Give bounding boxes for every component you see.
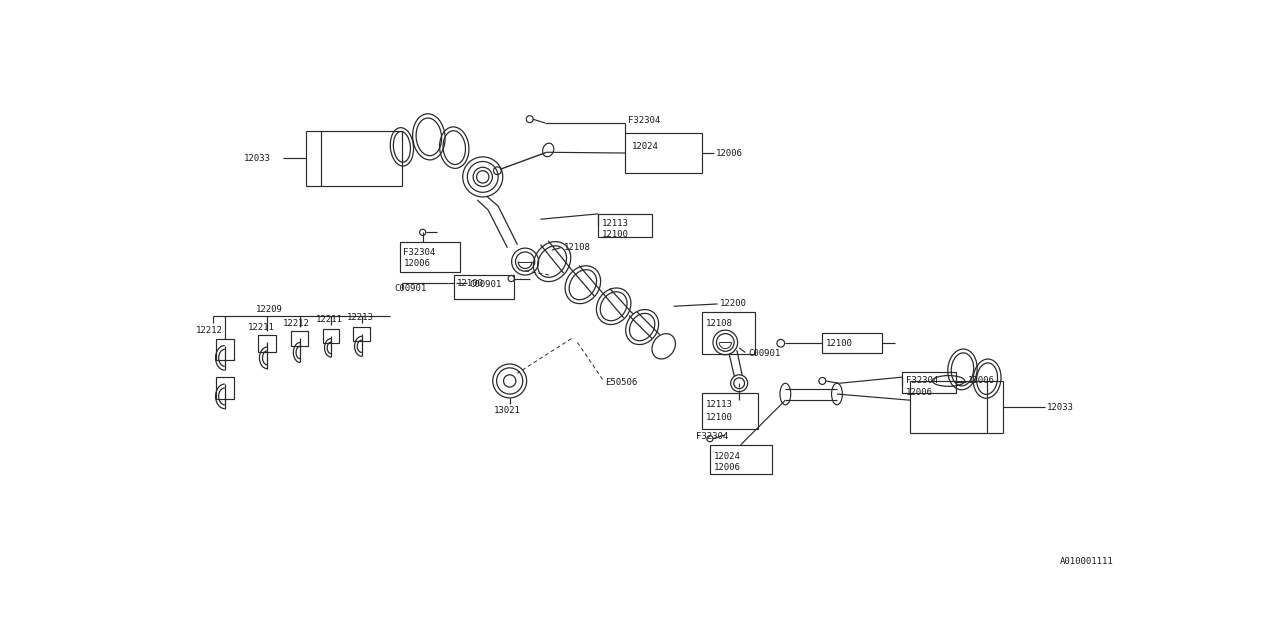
Text: F32304: F32304 bbox=[403, 248, 435, 257]
Text: 12006: 12006 bbox=[906, 388, 933, 397]
Text: 12100: 12100 bbox=[826, 339, 852, 349]
Text: 12006: 12006 bbox=[714, 463, 741, 472]
Bar bbox=[323, 330, 339, 343]
Text: C00901: C00901 bbox=[470, 280, 502, 289]
Bar bbox=[454, 275, 515, 298]
Text: F32304: F32304 bbox=[628, 116, 660, 125]
Text: 12213: 12213 bbox=[347, 312, 374, 321]
Text: 13021: 13021 bbox=[494, 406, 521, 415]
Bar bbox=[703, 392, 758, 429]
Text: 12212: 12212 bbox=[196, 326, 223, 335]
Text: 12024: 12024 bbox=[714, 452, 741, 461]
Text: F32304: F32304 bbox=[696, 432, 728, 441]
Bar bbox=[710, 445, 772, 474]
Text: 12212: 12212 bbox=[283, 319, 310, 328]
Text: 12100: 12100 bbox=[457, 278, 484, 287]
Text: 12024: 12024 bbox=[631, 141, 658, 150]
Text: 12209: 12209 bbox=[256, 305, 283, 314]
Bar bbox=[291, 331, 308, 346]
Text: 12113: 12113 bbox=[602, 220, 628, 228]
Bar bbox=[703, 312, 755, 354]
Text: 12033: 12033 bbox=[1047, 403, 1074, 412]
Text: 12200: 12200 bbox=[719, 300, 746, 308]
Bar bbox=[215, 377, 234, 399]
Bar bbox=[910, 381, 987, 433]
Text: 12006: 12006 bbox=[716, 148, 742, 157]
Bar bbox=[822, 333, 882, 353]
Text: 12108: 12108 bbox=[707, 319, 733, 328]
Text: 12108: 12108 bbox=[563, 243, 590, 252]
Text: 12006: 12006 bbox=[968, 376, 995, 385]
Text: 12100: 12100 bbox=[707, 413, 733, 422]
Bar bbox=[215, 339, 234, 360]
Text: C00901: C00901 bbox=[749, 349, 781, 358]
Text: E50506: E50506 bbox=[605, 378, 637, 387]
Bar bbox=[401, 243, 461, 271]
Text: 12006: 12006 bbox=[403, 259, 430, 268]
Text: 12100: 12100 bbox=[602, 230, 628, 239]
Text: 12113: 12113 bbox=[707, 399, 733, 408]
Bar bbox=[625, 133, 703, 173]
Text: C00901: C00901 bbox=[394, 284, 426, 293]
Text: 12033: 12033 bbox=[244, 154, 271, 163]
Bar bbox=[353, 327, 370, 341]
Bar bbox=[257, 335, 276, 352]
Bar bbox=[902, 372, 956, 393]
Text: 12211: 12211 bbox=[248, 323, 275, 332]
Text: A010001111: A010001111 bbox=[1060, 557, 1114, 566]
Bar bbox=[598, 214, 652, 237]
Bar bbox=[321, 131, 402, 186]
Text: 12211: 12211 bbox=[316, 315, 343, 324]
Text: F32304: F32304 bbox=[906, 376, 938, 385]
